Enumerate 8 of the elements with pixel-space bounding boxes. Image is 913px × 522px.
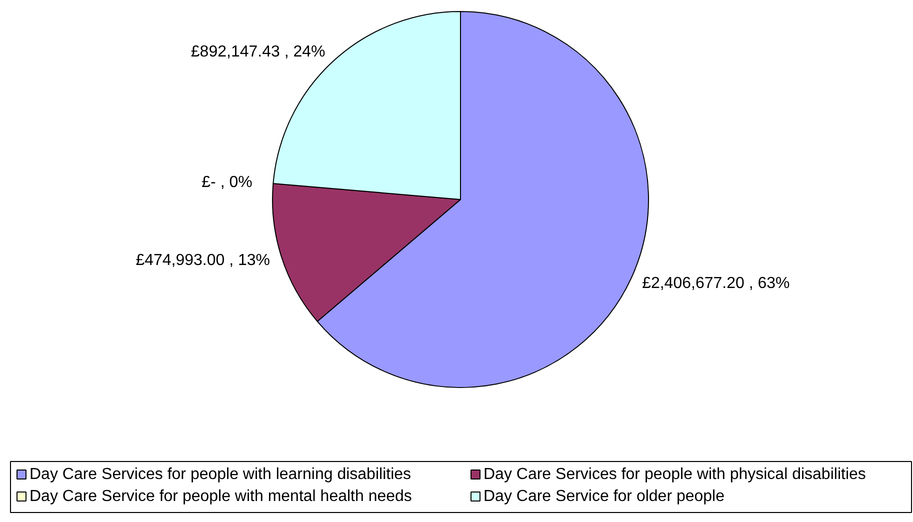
- legend-label: Day Care Service for people with mental health needs: [30, 488, 412, 505]
- data-label: £474,993.00 , 13%: [136, 252, 270, 270]
- legend-label: Day Care Services for people with learning disabilities: [30, 466, 412, 483]
- text: £- , 0%: [202, 174, 252, 191]
- legend-label: Day Care Services for people with physical disabilities: [484, 466, 866, 483]
- legend-label: Day Care Service for older people: [484, 488, 725, 505]
- data-label: £2,406,677.20 , 63%: [642, 274, 790, 292]
- data-label: £892,147.43 , 24%: [190, 44, 326, 61]
